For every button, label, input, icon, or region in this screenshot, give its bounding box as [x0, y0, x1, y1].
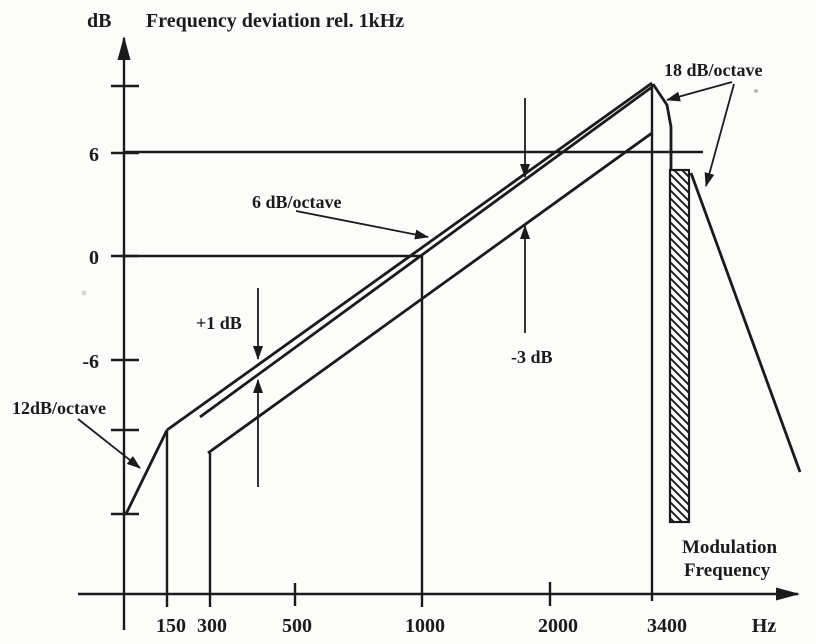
x-label-150: 150 — [156, 615, 186, 637]
curve-18db-octave-rolloff — [689, 172, 802, 473]
annotation-6db-octave: 6 dB/octave — [252, 192, 342, 212]
annotation-modulation: Modulation — [682, 537, 777, 558]
annotation-18db-octave: 18 dB/octave — [664, 60, 763, 80]
scan-speckle — [754, 89, 758, 93]
leader-18db-octave-lower — [704, 83, 735, 187]
scan-speckle — [81, 290, 87, 296]
x-label-1000: 1000 — [405, 615, 445, 637]
y-label-6: 6 — [89, 144, 99, 166]
chart-title: Frequency deviation rel. 1kHz — [146, 10, 404, 32]
curve-nominal-6db-octave — [199, 85, 653, 419]
curve-upper-tolerance — [166, 81, 653, 432]
x-label-500: 500 — [282, 615, 312, 637]
y-label-0: 0 — [89, 247, 99, 269]
x-label-2000: 2000 — [538, 615, 578, 637]
y-axis-unit-label: dB — [87, 10, 111, 32]
annotation-12db-octave: 12dB/octave — [12, 398, 106, 418]
curve-18db-octave-drop — [651, 83, 673, 170]
leader-6db-octave — [295, 210, 429, 240]
x-label-3400: 3400 — [647, 615, 687, 637]
leader-18db-octave-upper — [666, 81, 733, 102]
x-label-300: 300 — [197, 615, 227, 637]
annotation-minus3db: -3 dB — [511, 347, 553, 367]
leader-12db-octave — [77, 418, 141, 469]
annotation-plus1db: +1 dB — [196, 313, 242, 333]
curve-lower-tolerance — [207, 131, 653, 455]
modulation-frequency-limit-bar — [668, 168, 691, 524]
y-label-minus6: -6 — [82, 351, 99, 373]
annotation-frequency: Frequency — [684, 560, 771, 581]
curve-12db-octave-rise — [124, 429, 169, 515]
x-axis-unit-label: Hz — [752, 615, 777, 637]
